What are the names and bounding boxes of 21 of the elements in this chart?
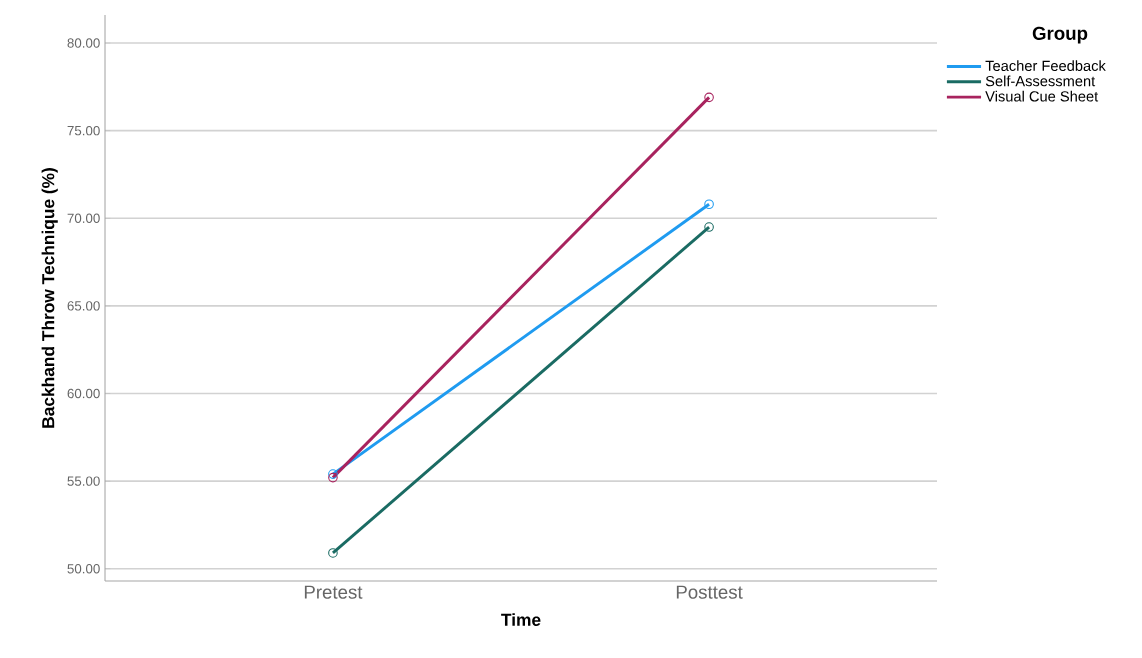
y-axis-title: Backhand Throw Technique (%) <box>41 168 58 428</box>
point <box>328 548 338 558</box>
y-tick-label: 80.00 <box>67 38 100 48</box>
y-tick-label: 65.00 <box>67 301 100 311</box>
legend-title: Group <box>1032 26 1088 44</box>
point <box>328 469 338 479</box>
x-tick-label: Posttest <box>676 585 743 599</box>
x-axis-title: Time <box>501 613 541 626</box>
legend-label: Teacher Feedback <box>985 60 1106 71</box>
y-tick-label: 55.00 <box>67 476 100 486</box>
legend-label: Visual Cue Sheet <box>985 90 1099 102</box>
y-tick-label: 75.00 <box>67 125 100 136</box>
point <box>704 199 714 210</box>
point <box>704 222 714 232</box>
legend-label: Self-Assessment <box>985 75 1096 87</box>
x-tick-label: Pretest <box>304 585 363 599</box>
point <box>328 472 338 483</box>
y-tick-label: 70.00 <box>67 213 100 223</box>
y-tick-label: 50.00 <box>67 564 100 574</box>
point <box>704 92 714 103</box>
y-tick-label: 60.00 <box>67 388 100 399</box>
